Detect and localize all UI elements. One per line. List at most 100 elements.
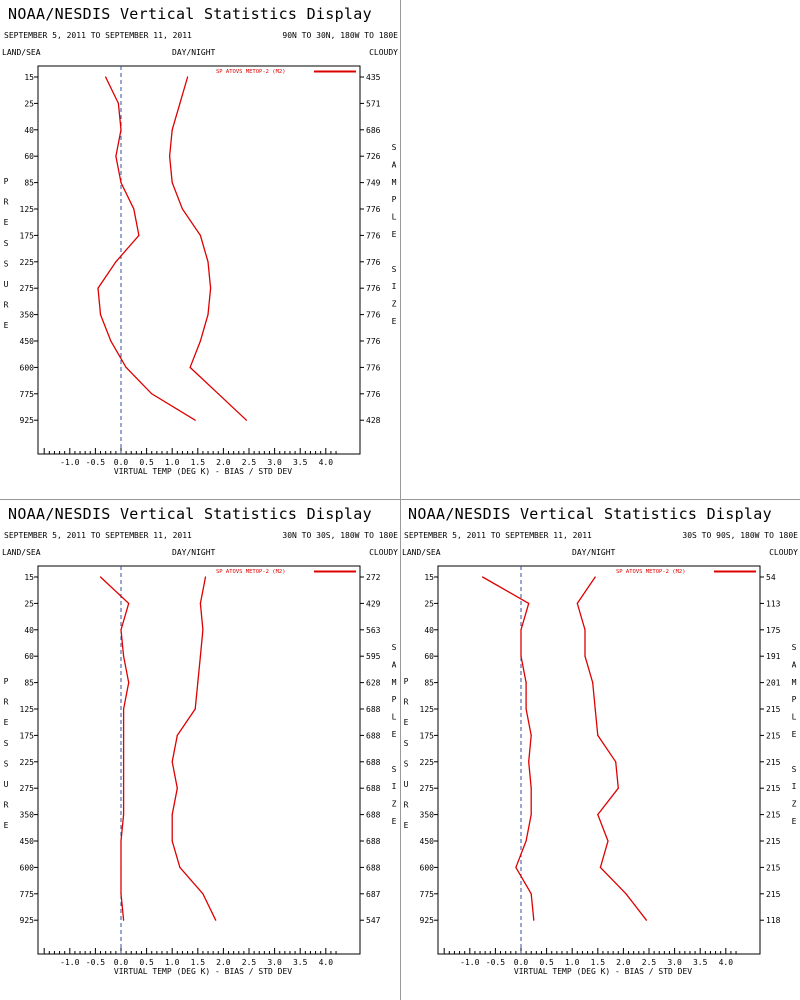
sample-size-label: 175 [766, 626, 781, 635]
sample-size-axis-letter: I [392, 282, 397, 291]
pressure-axis-letter: E [4, 218, 9, 227]
sample-size-axis-letter: A [392, 660, 397, 669]
pressure-axis-letter: U [4, 280, 9, 289]
sample-size-axis-letter: S [392, 643, 397, 652]
bias-point [530, 787, 532, 789]
x-tick-label: 3.5 [293, 458, 308, 467]
pressure-tick-label: 25 [424, 599, 434, 608]
bias-point [115, 261, 117, 263]
pressure-axis-letter: E [404, 718, 409, 727]
x-tick-label: 1.0 [165, 958, 180, 967]
sample-size-axis-letter: M [392, 678, 397, 687]
pressure-axis-letter: S [404, 739, 409, 748]
sample-size-axis-letter: E [392, 317, 397, 326]
pressure-tick-label: 275 [20, 284, 35, 293]
pressure-axis-letter: U [4, 780, 9, 789]
bias-point [105, 76, 107, 78]
pressure-tick-label: 600 [420, 863, 435, 872]
sample-size-axis-letter: E [792, 817, 797, 826]
sample-size-label: 686 [366, 126, 381, 135]
std_dev-point [599, 866, 601, 868]
std_dev-point [594, 576, 596, 578]
pressure-axis-letter: E [4, 821, 9, 830]
sample-size-label: 435 [366, 73, 381, 82]
std_dev-point [245, 419, 248, 421]
bias-point [525, 840, 527, 842]
pressure-tick-label: 15 [24, 573, 34, 582]
pressure-tick-label: 175 [420, 731, 435, 740]
sample-size-axis-letter: I [392, 782, 397, 791]
x-tick-label: 3.5 [293, 958, 308, 967]
sample-size-label: 215 [766, 811, 781, 820]
land-sea-label: LAND/SEA [2, 548, 41, 557]
x-tick-label: 2.0 [216, 958, 231, 967]
bias-point [122, 734, 125, 736]
pressure-tick-label: 925 [20, 416, 35, 425]
sample-size-label: 571 [366, 99, 381, 108]
pressure-tick-label: 775 [20, 890, 35, 899]
bias-point [528, 761, 530, 763]
bias-point [525, 708, 527, 710]
sample-size-axis-letter: L [792, 713, 797, 722]
x-tick-label: 1.5 [591, 958, 606, 967]
sample-size-label: 428 [366, 416, 381, 425]
sample-size-label: 688 [366, 863, 381, 872]
date-range: SEPTEMBER 5, 2011 TO SEPTEMBER 11, 2011 [4, 31, 192, 40]
x-tick-label: 2.5 [242, 958, 257, 967]
sample-size-axis-letter: E [392, 230, 397, 239]
std_dev-line [171, 576, 217, 921]
sample-size-label: 776 [366, 390, 381, 399]
pressure-tick-label: 350 [20, 811, 35, 820]
sample-size-axis-letter: Z [392, 800, 397, 809]
bias-line [97, 76, 196, 421]
pressure-tick-label: 225 [420, 758, 435, 767]
panel-empty [400, 0, 800, 500]
pressure-tick-label: 15 [424, 573, 434, 582]
pressure-tick-label: 175 [20, 231, 35, 240]
bias-point [122, 919, 125, 921]
bias-point [482, 576, 484, 578]
bias-point [128, 682, 130, 684]
sample-size-label: 215 [766, 731, 781, 740]
pressure-tick-label: 600 [20, 363, 35, 372]
std_dev-point [179, 102, 181, 104]
sample-size-label: 215 [766, 890, 781, 899]
land-sea-label: LAND/SEA [2, 48, 41, 57]
date-range: SEPTEMBER 5, 2011 TO SEPTEMBER 11, 2011 [404, 531, 592, 540]
pressure-axis-letter: E [404, 821, 409, 830]
profile-chart: -1.0 -0.5 0.0 0.5 1.0 1.5 2.0 2.5 3.0 3.5 4.0 VIRTU… [4, 65, 397, 476]
bias-point [122, 708, 125, 710]
x-tick-label: 1.5 [191, 958, 206, 967]
horizontal-divider [0, 499, 800, 500]
std_dev-point [210, 287, 212, 289]
std_dev-point [584, 629, 586, 631]
day-night-label: DAY/NIGHT [172, 48, 216, 57]
sample-size-label: 113 [766, 599, 781, 608]
pressure-tick-label: 925 [420, 916, 435, 925]
cloudy-label: CLOUDY [369, 548, 398, 557]
std_dev-point [176, 734, 178, 736]
pressure-axis-letter: S [4, 739, 9, 748]
std_dev-point [584, 655, 586, 657]
x-tick-label: 0.5 [139, 958, 154, 967]
date-range: SEPTEMBER 5, 2011 TO SEPTEMBER 11, 2011 [4, 531, 192, 540]
std_dev-point [617, 787, 619, 789]
bias-point [99, 314, 102, 316]
sample-size-label: 215 [766, 758, 781, 767]
cloudy-label: CLOUDY [769, 548, 798, 557]
profile-chart: -1.0 -0.5 0.0 0.5 1.0 1.5 2.0 2.5 3.0 3.5 4.0 VIRTU… [404, 565, 797, 976]
std_dev-point [625, 893, 627, 895]
sample-size-label: 776 [366, 231, 381, 240]
x-tick-label: 4.0 [319, 458, 334, 467]
bias-point [515, 866, 517, 868]
x-tick-label: 2.5 [642, 958, 657, 967]
pressure-axis-letter: P [404, 677, 409, 686]
std_dev-point [217, 393, 219, 395]
bias-point [128, 602, 130, 604]
x-tick-label: 0.5 [539, 958, 554, 967]
bias-point [520, 655, 522, 657]
sample-size-label: 776 [366, 258, 381, 267]
bias-point [133, 208, 135, 210]
std_dev-point [207, 261, 209, 263]
sample-size-label: 563 [366, 626, 381, 635]
